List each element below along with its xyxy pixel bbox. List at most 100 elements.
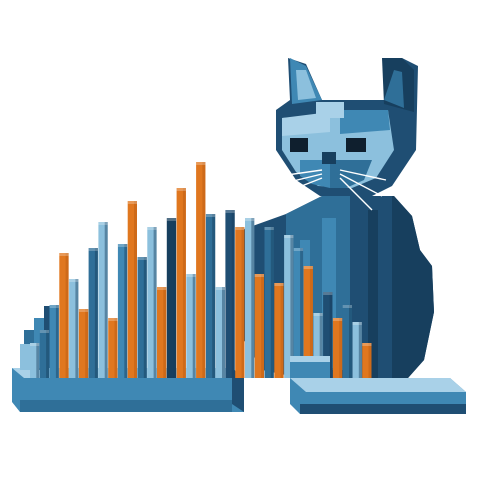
bar-cap xyxy=(127,201,137,204)
bar xyxy=(166,218,177,378)
bar xyxy=(205,214,216,378)
bar xyxy=(264,227,274,378)
bar-cap xyxy=(196,162,206,165)
bar-shade xyxy=(329,292,333,378)
bar xyxy=(127,201,137,378)
bar-shade xyxy=(202,162,206,378)
bar xyxy=(313,313,323,378)
bar-cap xyxy=(39,330,50,333)
bar-shade xyxy=(124,244,128,378)
bar xyxy=(235,227,245,378)
bar-shade xyxy=(349,305,352,378)
bar-shade xyxy=(290,235,294,378)
bar-cap xyxy=(176,188,186,191)
bar-shade xyxy=(94,248,98,378)
bar xyxy=(49,305,59,378)
bar xyxy=(69,279,79,378)
bar-cap xyxy=(205,214,216,217)
cat-head xyxy=(247,58,418,211)
bar-cap xyxy=(59,253,69,256)
bar-shade xyxy=(182,188,186,378)
bar xyxy=(196,162,206,378)
cat-front-paw xyxy=(290,356,330,378)
bar xyxy=(254,274,264,378)
bar-shade xyxy=(251,218,255,378)
bar xyxy=(30,343,40,378)
bar xyxy=(157,287,167,378)
bar-shade xyxy=(300,248,304,378)
bar-cap xyxy=(78,309,89,312)
bar-shade xyxy=(280,283,284,378)
bar-cap xyxy=(30,343,40,346)
bar-shade xyxy=(163,287,167,378)
bar-shade xyxy=(212,214,216,378)
bar-shade xyxy=(358,322,362,378)
bar-cap xyxy=(245,218,255,221)
bar xyxy=(78,309,89,378)
bar-cap xyxy=(147,227,157,230)
bar-shade xyxy=(46,330,50,378)
bar-cap xyxy=(225,210,235,213)
bar-cap xyxy=(215,287,225,290)
bar-shade xyxy=(222,287,225,378)
bar-shade xyxy=(368,343,372,378)
bar xyxy=(342,305,352,378)
bar-shade xyxy=(319,313,323,378)
right-eye xyxy=(346,138,366,152)
base-platform-right xyxy=(290,378,466,414)
cat-nose xyxy=(322,152,336,164)
bar xyxy=(293,248,304,378)
bar xyxy=(88,248,98,378)
bar xyxy=(98,222,108,378)
bar-shade xyxy=(339,318,343,378)
bar xyxy=(137,257,147,378)
bar xyxy=(39,330,50,378)
whiskers xyxy=(247,169,387,211)
bar-cap xyxy=(49,305,59,308)
bar-shade xyxy=(231,210,235,378)
bar-shade xyxy=(192,274,196,378)
bar xyxy=(303,266,313,378)
bar xyxy=(117,244,128,378)
bar-cap xyxy=(117,244,128,247)
bar xyxy=(147,227,157,378)
bar xyxy=(362,343,372,378)
bar xyxy=(59,253,69,378)
bar-shade xyxy=(36,343,40,378)
bar-shade xyxy=(309,266,313,378)
bar-shade xyxy=(85,309,89,378)
bar-shade xyxy=(241,227,245,378)
bar-cap xyxy=(69,279,79,282)
bar xyxy=(284,235,294,378)
bar-cap xyxy=(342,305,352,308)
bar-shade xyxy=(75,279,79,378)
bar-cap xyxy=(284,235,294,238)
bar-cap xyxy=(362,343,372,346)
bar-cap xyxy=(108,318,118,321)
bar-shade xyxy=(114,318,118,378)
bar-cap xyxy=(313,313,323,316)
bar xyxy=(176,188,186,378)
bar-shade xyxy=(134,201,137,378)
bar xyxy=(274,283,284,378)
bar xyxy=(108,318,118,378)
bar-cap xyxy=(186,274,196,277)
left-eye xyxy=(290,138,308,152)
bar-cap xyxy=(352,322,362,325)
bar-group xyxy=(30,162,372,378)
bar-shade xyxy=(65,253,69,378)
bar xyxy=(215,287,225,378)
bar-cap xyxy=(274,283,284,286)
bar-shade xyxy=(261,274,265,378)
bar-shade xyxy=(153,227,157,378)
bar xyxy=(332,318,343,378)
bar-cap xyxy=(303,266,313,269)
bar-shade xyxy=(173,218,177,378)
bar xyxy=(352,322,362,378)
bar xyxy=(186,274,196,378)
bar-cap xyxy=(98,222,108,225)
bar-cap xyxy=(166,218,177,221)
bar-cap xyxy=(254,274,264,277)
